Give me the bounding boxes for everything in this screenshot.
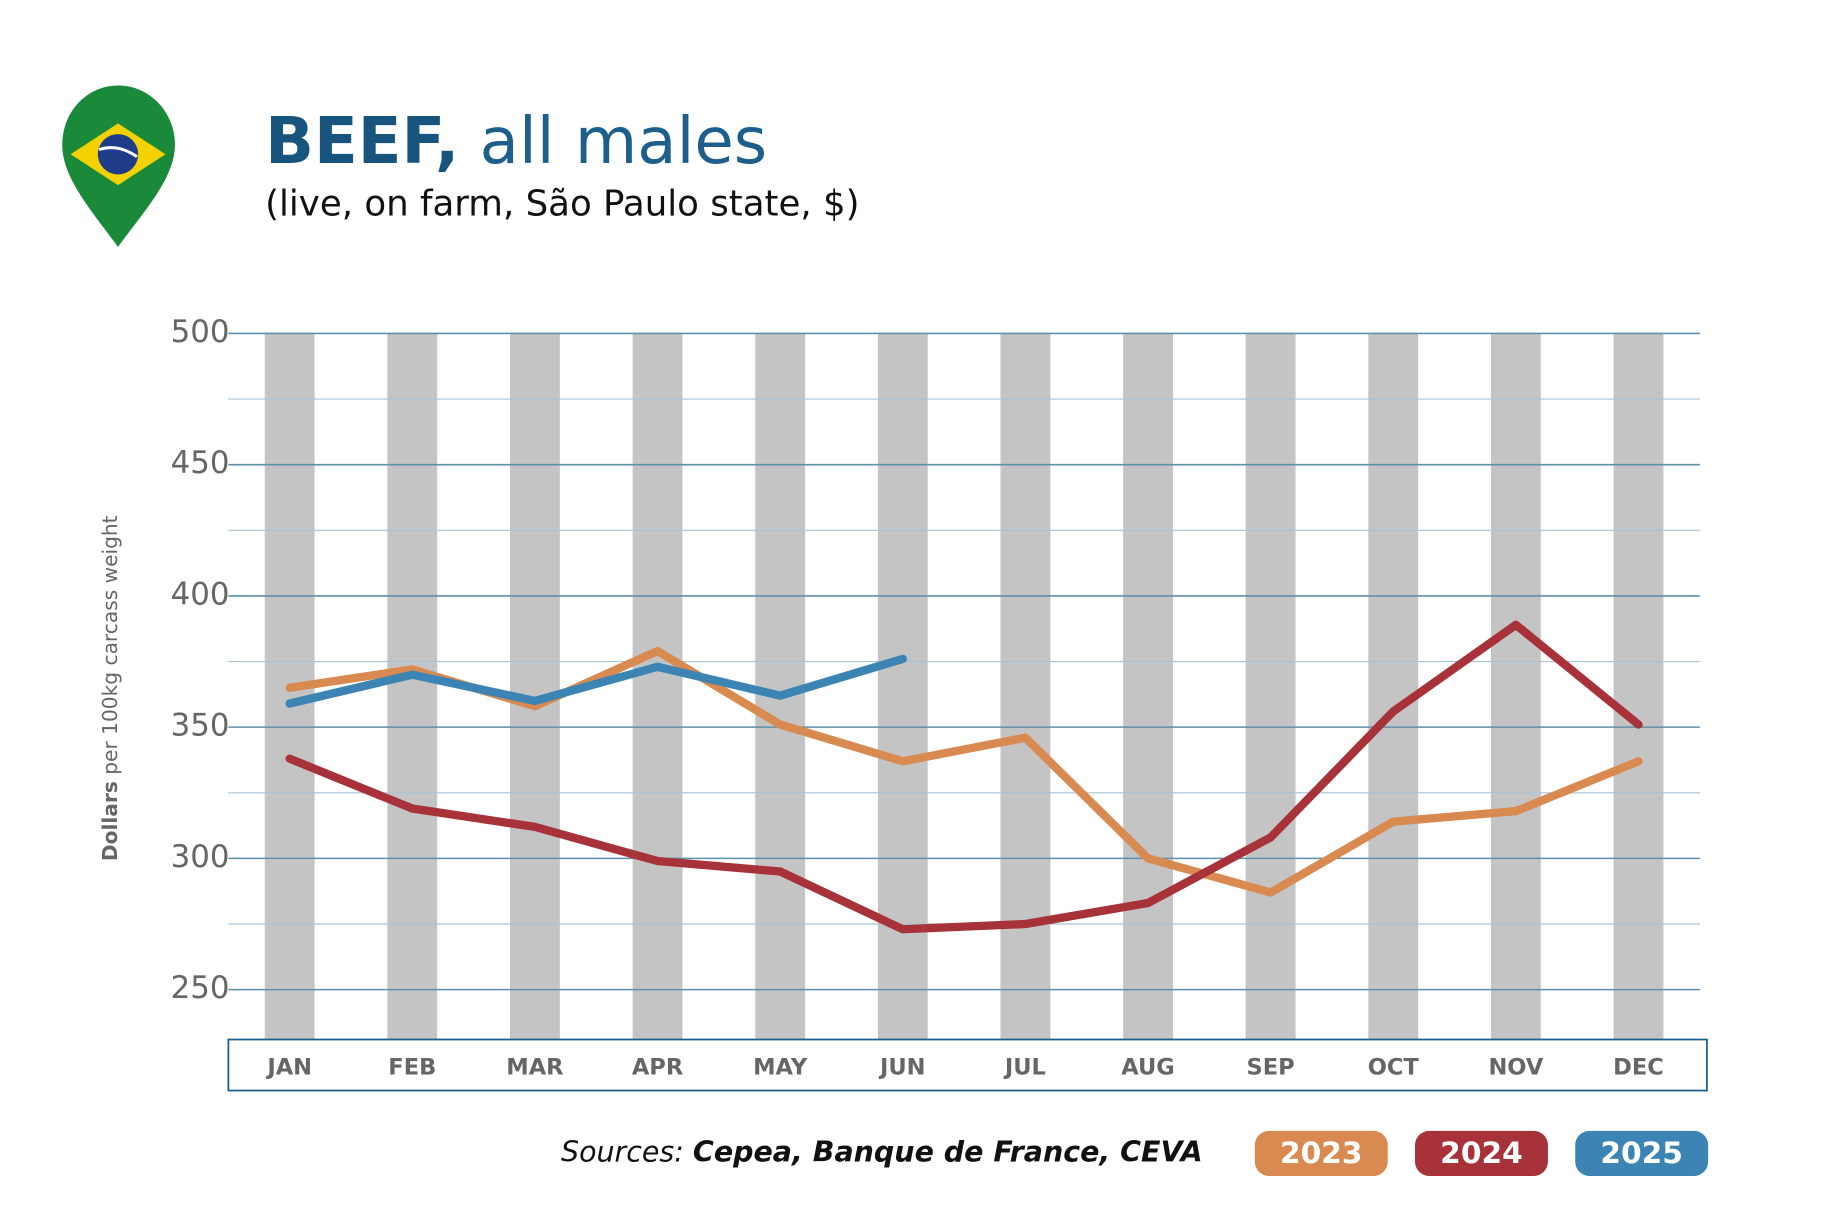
y-axis-label: Dollars per 100kg carcass weight	[97, 515, 121, 861]
legend-swatch	[1254, 1130, 1388, 1176]
month-band	[510, 333, 560, 1040]
month-band	[1123, 333, 1173, 1040]
x-tick-label: FEB	[388, 1054, 436, 1080]
x-tick-label: APR	[632, 1054, 683, 1080]
y-label-rest: per 100kg carcass weight	[97, 515, 121, 774]
month-band	[877, 333, 928, 1040]
y-label-emphasis: Dollars	[97, 781, 121, 861]
legend-swatch	[1575, 1130, 1709, 1176]
legend-label: 2023	[1280, 1135, 1363, 1170]
month-band	[1245, 333, 1296, 1040]
month-band	[632, 333, 683, 1040]
source-note: Sources: Cepea, Banque de France, CEVA	[561, 1135, 1203, 1168]
x-tick-label: MAY	[753, 1054, 808, 1080]
y-tick-label: 350	[171, 708, 230, 744]
source-text: Cepea, Banque de France, CEVA	[693, 1135, 1203, 1168]
chart-title: BEEF, all males	[265, 104, 767, 178]
legend-label: 2025	[1600, 1135, 1683, 1170]
series-line	[285, 654, 907, 708]
chart-subtitle: (live, on farm, São Paulo state, $)	[265, 183, 859, 224]
brazil-pin-icon	[62, 85, 175, 247]
month-band	[1000, 333, 1051, 1040]
series-line	[285, 646, 1643, 897]
x-tick-label: NOV	[1488, 1054, 1543, 1080]
month-band	[1368, 333, 1419, 1040]
y-tick-label: 500	[171, 314, 230, 350]
month-band	[1490, 333, 1541, 1040]
y-tick-label: 450	[171, 445, 230, 481]
legend-label: 2024	[1440, 1135, 1523, 1170]
title-rest: all males	[480, 104, 767, 178]
month-band	[1613, 333, 1664, 1040]
x-tick-label: DEC	[1613, 1054, 1664, 1080]
x-tick-label: OCT	[1368, 1054, 1420, 1080]
y-tick-label: 250	[171, 970, 230, 1006]
legend-swatch	[1415, 1130, 1548, 1176]
x-tick-label: SEP	[1247, 1054, 1295, 1080]
source-label: Sources:	[561, 1135, 684, 1168]
x-axis-box	[227, 1038, 1708, 1092]
x-tick-label: AUG	[1121, 1054, 1175, 1080]
x-tick-label: MAR	[506, 1054, 563, 1080]
title-emphasis: BEEF,	[265, 104, 459, 178]
month-band	[387, 333, 438, 1040]
series-line	[285, 620, 1643, 934]
x-tick-label: JAN	[265, 1054, 312, 1080]
x-tick-label: JUN	[878, 1054, 926, 1080]
y-tick-label: 400	[171, 576, 230, 612]
y-tick-label: 300	[171, 839, 230, 875]
x-tick-label: JUL	[1003, 1054, 1046, 1080]
